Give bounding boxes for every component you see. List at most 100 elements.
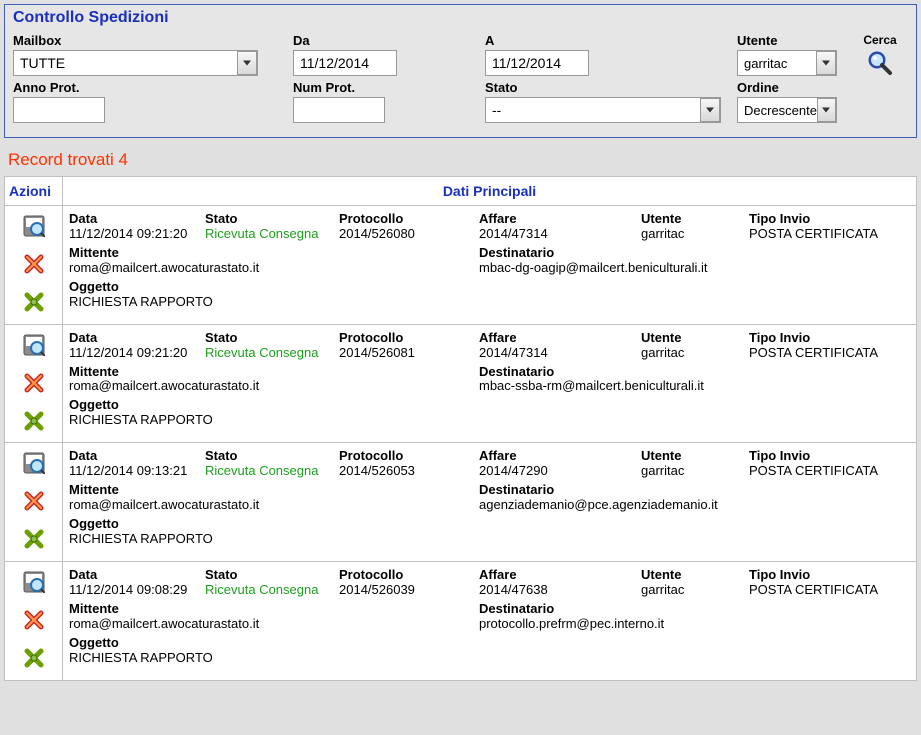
val-affare: 2014/47314 — [479, 227, 641, 242]
data-column: Data11/12/2014 09:13:21 StatoRicevuta Co… — [63, 443, 916, 561]
table-row: Data11/12/2014 09:13:21 StatoRicevuta Co… — [5, 443, 916, 562]
val-destinatario: mbac-dg-oagip@mailcert.beniculturali.it — [479, 261, 910, 276]
search-button[interactable] — [866, 51, 894, 75]
val-utente: garritac — [641, 227, 749, 242]
table-row: Data11/12/2014 09:21:20 StatoRicevuta Co… — [5, 206, 916, 325]
val-oggetto: RICHIESTA RAPPORTO — [69, 651, 910, 666]
val-tipo: POSTA CERTIFICATA — [749, 583, 910, 598]
header-dati: Dati Principali — [63, 177, 916, 205]
val-data: 11/12/2014 09:21:20 — [69, 227, 205, 242]
anno-input[interactable] — [13, 97, 105, 123]
chevron-down-icon — [816, 51, 836, 75]
lbl-tipo: Tipo Invio — [749, 568, 910, 583]
panel-title: Controllo Spedizioni — [13, 9, 908, 27]
da-label: Da — [293, 33, 485, 48]
delete-action-icon[interactable] — [22, 371, 46, 395]
val-tipo: POSTA CERTIFICATA — [749, 227, 910, 242]
utente-value: garritac — [744, 56, 787, 71]
delete-action-icon[interactable] — [22, 608, 46, 632]
lbl-protocollo: Protocollo — [339, 331, 479, 346]
grid-header: Azioni Dati Principali — [5, 177, 916, 206]
ordine-select[interactable]: Decrescente — [737, 97, 837, 123]
a-label: A — [485, 33, 737, 48]
mark-action-icon[interactable] — [22, 646, 46, 670]
view-action-icon[interactable] — [22, 451, 46, 475]
mailbox-select[interactable]: TUTTE — [13, 50, 258, 76]
utente-select[interactable]: garritac — [737, 50, 837, 76]
lbl-affare: Affare — [479, 568, 641, 583]
actions-column — [5, 443, 63, 561]
numprot-input[interactable] — [293, 97, 385, 123]
mark-action-icon[interactable] — [22, 290, 46, 314]
lbl-protocollo: Protocollo — [339, 212, 479, 227]
val-protocollo: 2014/526080 — [339, 227, 479, 242]
delete-action-icon[interactable] — [22, 252, 46, 276]
val-destinatario: agenziademanio@pce.agenziademanio.it — [479, 498, 910, 513]
header-azioni: Azioni — [5, 177, 63, 205]
lbl-tipo: Tipo Invio — [749, 212, 910, 227]
mark-action-icon[interactable] — [22, 409, 46, 433]
numprot-label: Num Prot. — [293, 80, 485, 95]
lbl-mittente: Mittente — [69, 602, 479, 617]
ordine-label: Ordine — [737, 80, 852, 95]
lbl-mittente: Mittente — [69, 365, 479, 380]
lbl-stato: Stato — [205, 331, 339, 346]
lbl-affare: Affare — [479, 331, 641, 346]
lbl-data: Data — [69, 212, 205, 227]
lbl-destinatario: Destinatario — [479, 483, 910, 498]
table-row: Data11/12/2014 09:08:29 StatoRicevuta Co… — [5, 562, 916, 680]
mark-action-icon[interactable] — [22, 527, 46, 551]
lbl-affare: Affare — [479, 449, 641, 464]
lbl-stato: Stato — [205, 449, 339, 464]
lbl-utente: Utente — [641, 449, 749, 464]
a-input[interactable] — [485, 50, 589, 76]
val-destinatario: protocollo.prefrm@pec.interno.it — [479, 617, 910, 632]
data-column: Data11/12/2014 09:21:20 StatoRicevuta Co… — [63, 325, 916, 443]
view-action-icon[interactable] — [22, 570, 46, 594]
val-protocollo: 2014/526081 — [339, 346, 479, 361]
val-data: 11/12/2014 09:08:29 — [69, 583, 205, 598]
chevron-down-icon — [237, 51, 257, 75]
view-action-icon[interactable] — [22, 333, 46, 357]
val-utente: garritac — [641, 464, 749, 479]
lbl-destinatario: Destinatario — [479, 365, 910, 380]
val-mittente: roma@mailcert.awocaturastato.it — [69, 261, 479, 276]
val-stato: Ricevuta Consegna — [205, 346, 339, 361]
delete-action-icon[interactable] — [22, 489, 46, 513]
lbl-data: Data — [69, 568, 205, 583]
actions-column — [5, 325, 63, 443]
val-affare: 2014/47314 — [479, 346, 641, 361]
lbl-stato: Stato — [205, 568, 339, 583]
anno-label: Anno Prot. — [13, 80, 293, 95]
val-mittente: roma@mailcert.awocaturastato.it — [69, 498, 479, 513]
val-tipo: POSTA CERTIFICATA — [749, 464, 910, 479]
ordine-value: Decrescente — [744, 103, 817, 118]
lbl-utente: Utente — [641, 568, 749, 583]
table-row: Data11/12/2014 09:21:20 StatoRicevuta Co… — [5, 325, 916, 444]
lbl-data: Data — [69, 449, 205, 464]
view-action-icon[interactable] — [22, 214, 46, 238]
val-utente: garritac — [641, 583, 749, 598]
da-input[interactable] — [293, 50, 397, 76]
lbl-destinatario: Destinatario — [479, 246, 910, 261]
lbl-mittente: Mittente — [69, 483, 479, 498]
stato-select[interactable]: -- — [485, 97, 721, 123]
lbl-mittente: Mittente — [69, 246, 479, 261]
val-oggetto: RICHIESTA RAPPORTO — [69, 413, 910, 428]
val-mittente: roma@mailcert.awocaturastato.it — [69, 617, 479, 632]
lbl-tipo: Tipo Invio — [749, 331, 910, 346]
val-affare: 2014/47638 — [479, 583, 641, 598]
val-mittente: roma@mailcert.awocaturastato.it — [69, 379, 479, 394]
lbl-oggetto: Oggetto — [69, 636, 910, 651]
val-tipo: POSTA CERTIFICATA — [749, 346, 910, 361]
val-oggetto: RICHIESTA RAPPORTO — [69, 532, 910, 547]
lbl-destinatario: Destinatario — [479, 602, 910, 617]
lbl-affare: Affare — [479, 212, 641, 227]
lbl-oggetto: Oggetto — [69, 517, 910, 532]
record-count: Record trovati 4 — [8, 150, 921, 170]
lbl-oggetto: Oggetto — [69, 398, 910, 413]
val-affare: 2014/47290 — [479, 464, 641, 479]
val-destinatario: mbac-ssba-rm@mailcert.beniculturali.it — [479, 379, 910, 394]
actions-column — [5, 562, 63, 680]
val-data: 11/12/2014 09:21:20 — [69, 346, 205, 361]
